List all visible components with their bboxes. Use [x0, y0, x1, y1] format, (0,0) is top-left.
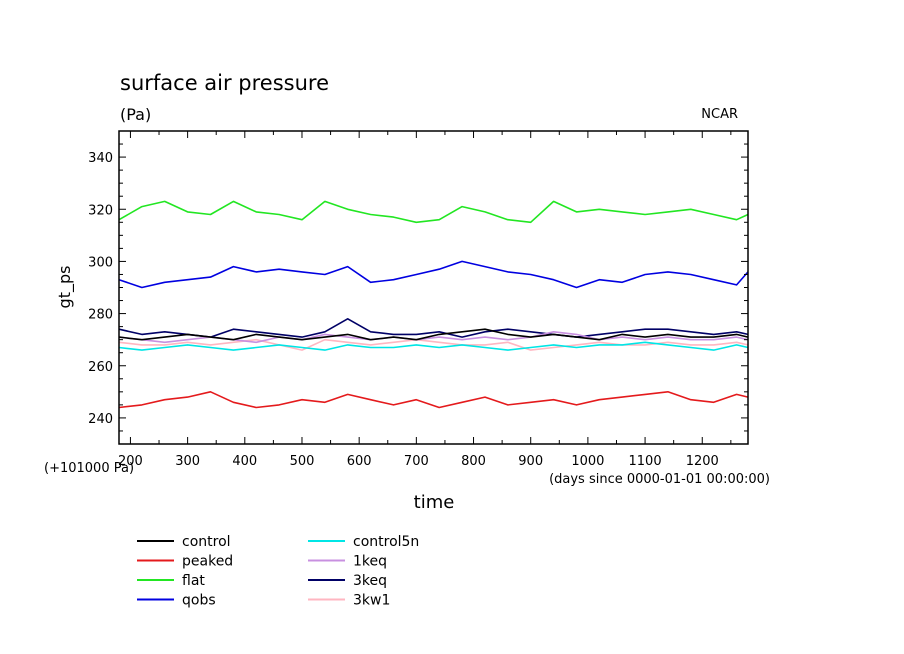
legend-label-flat: flat: [182, 573, 205, 589]
series-layer: [118, 200, 749, 409]
ticks-layer: 200 300 400 500 600 700 800 900 1000 1100 1200 240 2…: [88, 131, 748, 469]
x-tick-label: 800: [461, 454, 486, 469]
x-tick-label: 400: [232, 454, 257, 469]
x-tick-label: 500: [290, 454, 315, 469]
y-tick-label: 300: [88, 255, 113, 270]
plot-frame: [118, 130, 749, 445]
x-tick-label: 1200: [686, 454, 719, 469]
legend-label-peaked: peaked: [182, 554, 233, 570]
series-line-qobs: [118, 260, 749, 289]
y-tick-label: 340: [88, 151, 113, 166]
x-tick-label: 600: [347, 454, 372, 469]
chart-units: (Pa): [120, 105, 151, 124]
x-tick-label: 1100: [629, 454, 662, 469]
series-line-control: [118, 328, 749, 341]
x-tick-label: 200: [118, 454, 143, 469]
y-axis-label: gt_ps: [55, 266, 75, 309]
x-tick-label: 900: [518, 454, 543, 469]
chart-title: surface air pressure: [120, 71, 329, 95]
legend-label-3keq: 3keq: [353, 573, 387, 589]
series-line-control5n: [118, 341, 749, 351]
x-tick-label: 300: [175, 454, 200, 469]
x-tick-label: 1000: [571, 454, 604, 469]
series-line-peaked: [118, 390, 749, 409]
series-line-3keq: [118, 317, 749, 338]
legend: control peaked flat qobs control5n 1keq 3keq 3k…: [137, 534, 419, 609]
x-units-note: (days since 0000-01-01 00:00:00): [549, 472, 770, 487]
y-tick-label: 280: [88, 308, 113, 323]
legend-label-control: control: [182, 534, 231, 550]
legend-label-1keq: 1keq: [353, 554, 387, 570]
y-tick-label: 260: [88, 360, 113, 375]
y-tick-label: 320: [88, 203, 113, 218]
chart-source: NCAR: [701, 107, 738, 122]
legend-label-3kw1: 3kw1: [353, 593, 390, 609]
y-offset-note: (+101000 Pa): [44, 461, 134, 476]
legend-label-qobs: qobs: [182, 593, 216, 609]
y-tick-label: 240: [88, 412, 113, 427]
legend-label-control5n: control5n: [353, 534, 419, 550]
x-axis-label: time: [414, 492, 455, 513]
series-line-3kw1: [118, 338, 749, 351]
x-tick-label: 700: [404, 454, 429, 469]
series-line-flat: [118, 200, 749, 224]
